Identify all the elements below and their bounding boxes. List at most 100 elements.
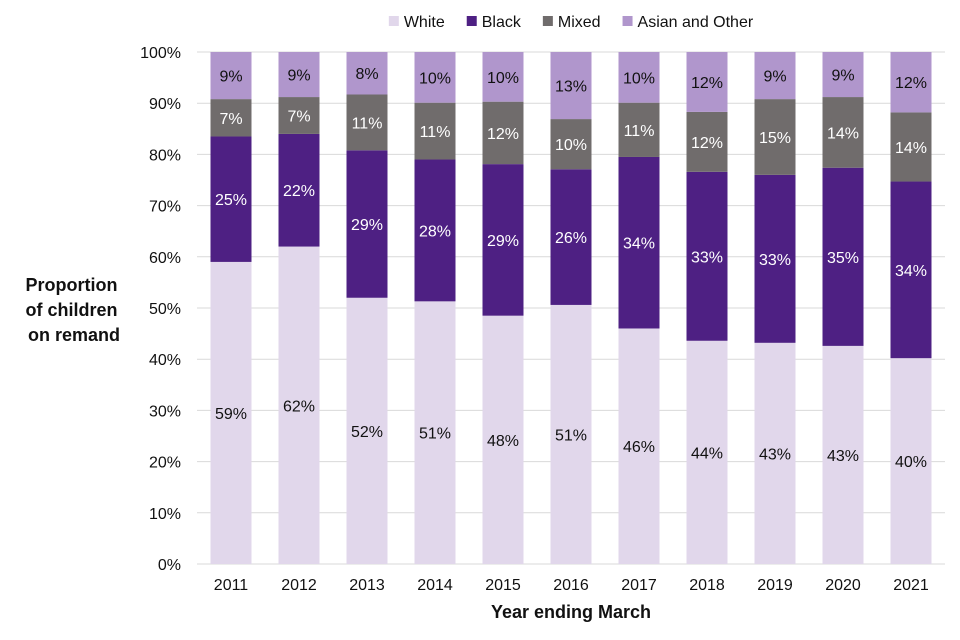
x-tick-label-2014: 2014 xyxy=(417,577,453,594)
bar-mixed-2014 xyxy=(414,102,456,160)
bar-black-2016 xyxy=(550,169,592,305)
bar-black-2019 xyxy=(754,174,796,343)
legend-label-black: Black xyxy=(482,14,522,31)
data-label-white-2021: 40% xyxy=(895,454,927,471)
y-axis-title-line-2: of children xyxy=(25,300,117,320)
bar-mixed-2012 xyxy=(278,97,320,134)
x-axis-title: Year ending March xyxy=(491,602,651,622)
y-tick-label: 50% xyxy=(149,301,181,318)
bar-group-2018: 44% 33% 12% 12% xyxy=(686,52,728,564)
bar-mixed-2016 xyxy=(550,119,592,170)
data-label-asian-and-other-2014: 10% xyxy=(419,70,451,87)
data-label-mixed-2017: 11% xyxy=(624,123,655,140)
bar-white-2021 xyxy=(890,358,932,564)
bar-group-2020: 43% 35% 14% 9% xyxy=(822,52,864,564)
data-label-black-2013: 29% xyxy=(351,217,383,234)
legend-label-white: White xyxy=(404,14,445,31)
y-tick-label: 100% xyxy=(140,45,181,62)
bar-black-2021 xyxy=(890,181,932,359)
bar-black-2011 xyxy=(210,136,252,262)
bar-group-2013: 52% 29% 11% 8% xyxy=(346,52,388,564)
data-label-white-2014: 51% xyxy=(419,426,451,443)
y-tick-label: 80% xyxy=(149,147,181,164)
data-label-black-2018: 33% xyxy=(691,249,723,266)
bar-white-2018 xyxy=(686,340,728,564)
legend-item-white: White xyxy=(388,14,445,31)
x-tick-label-2021: 2021 xyxy=(893,577,929,594)
data-label-black-2021: 34% xyxy=(895,263,927,280)
bar-mixed-2021 xyxy=(890,112,932,182)
bar-group-2012: 62% 22% 7% 9% xyxy=(278,52,320,564)
x-tick-label-2016: 2016 xyxy=(553,577,589,594)
legend-swatch-mixed xyxy=(542,16,553,26)
bar-group-2019: 43% 33% 15% 9% xyxy=(754,52,796,564)
x-tick-label-2018: 2018 xyxy=(689,577,725,594)
bar-asian-and-other-2021 xyxy=(890,52,932,113)
data-label-mixed-2019: 15% xyxy=(759,130,791,147)
data-label-white-2020: 43% xyxy=(827,448,859,465)
data-label-black-2019: 33% xyxy=(759,252,791,269)
data-label-mixed-2020: 14% xyxy=(827,125,859,142)
bar-white-2020 xyxy=(822,345,864,564)
bar-mixed-2019 xyxy=(754,99,796,175)
data-label-asian-and-other-2018: 12% xyxy=(691,75,723,92)
bar-group-2017: 46% 34% 11% 10% xyxy=(618,52,660,564)
legend-swatch-asian-and-other xyxy=(622,16,633,26)
bar-mixed-2013 xyxy=(346,94,388,151)
data-label-asian-and-other-2016: 13% xyxy=(555,79,587,96)
data-label-black-2017: 34% xyxy=(623,236,655,253)
data-label-black-2011: 25% xyxy=(215,192,247,209)
bar-asian-and-other-2016 xyxy=(550,52,592,120)
bar-group-2015: 48% 29% 12% 10% xyxy=(482,52,524,564)
bar-asian-and-other-2011 xyxy=(210,52,252,100)
bar-asian-and-other-2020 xyxy=(822,52,864,98)
data-label-asian-and-other-2015: 10% xyxy=(487,70,519,87)
bar-white-2014 xyxy=(414,301,456,564)
data-label-mixed-2015: 12% xyxy=(487,126,519,143)
x-tick-label-2020: 2020 xyxy=(825,577,861,594)
bar-white-2012 xyxy=(278,246,320,564)
data-label-asian-and-other-2017: 10% xyxy=(623,70,655,87)
bar-asian-and-other-2019 xyxy=(754,52,796,100)
data-label-black-2012: 22% xyxy=(283,183,315,200)
data-label-white-2012: 62% xyxy=(283,398,315,415)
legend-swatch-white xyxy=(388,16,399,26)
bar-black-2020 xyxy=(822,167,864,346)
chart-legend: White Black Mixed Asian and Other xyxy=(388,14,754,31)
bar-white-2019 xyxy=(754,342,796,564)
bar-mixed-2018 xyxy=(686,111,728,172)
bar-group-2011: 59% 25% 7% 9% xyxy=(210,52,252,564)
legend-swatch-black xyxy=(466,16,477,26)
data-label-asian-and-other-2020: 9% xyxy=(831,68,854,85)
data-label-black-2014: 28% xyxy=(419,223,451,240)
bar-white-2011 xyxy=(210,261,252,564)
legend-items: White Black Mixed Asian and Other xyxy=(388,14,754,31)
x-tick-label-2013: 2013 xyxy=(349,577,385,594)
bar-white-2015 xyxy=(482,315,524,564)
data-label-asian-and-other-2013: 8% xyxy=(355,66,378,83)
data-label-mixed-2013: 11% xyxy=(352,115,383,132)
y-tick-label: 90% xyxy=(149,96,181,113)
data-label-asian-and-other-2012: 9% xyxy=(287,68,310,85)
y-tick-label: 70% xyxy=(149,199,181,216)
bar-black-2018 xyxy=(686,171,728,341)
data-label-mixed-2011: 7% xyxy=(219,111,242,128)
data-label-asian-and-other-2011: 9% xyxy=(219,69,242,86)
y-tick-label: 60% xyxy=(149,250,181,267)
bar-asian-and-other-2014 xyxy=(414,52,456,103)
data-label-white-2016: 51% xyxy=(555,427,587,444)
bar-black-2013 xyxy=(346,150,388,298)
y-tick-label: 0% xyxy=(158,557,181,574)
data-label-black-2015: 29% xyxy=(487,233,519,250)
data-label-white-2018: 44% xyxy=(691,445,723,462)
legend-label-mixed: Mixed xyxy=(558,14,601,31)
y-axis-title: Proportion of children on remand xyxy=(25,275,122,345)
bar-black-2017 xyxy=(618,156,660,329)
x-tick-label-2011: 2011 xyxy=(214,577,249,594)
bar-mixed-2017 xyxy=(618,102,660,157)
bar-asian-and-other-2013 xyxy=(346,52,388,95)
data-label-white-2011: 59% xyxy=(215,406,247,423)
bar-white-2013 xyxy=(346,297,388,564)
y-tick-label: 20% xyxy=(149,455,181,472)
